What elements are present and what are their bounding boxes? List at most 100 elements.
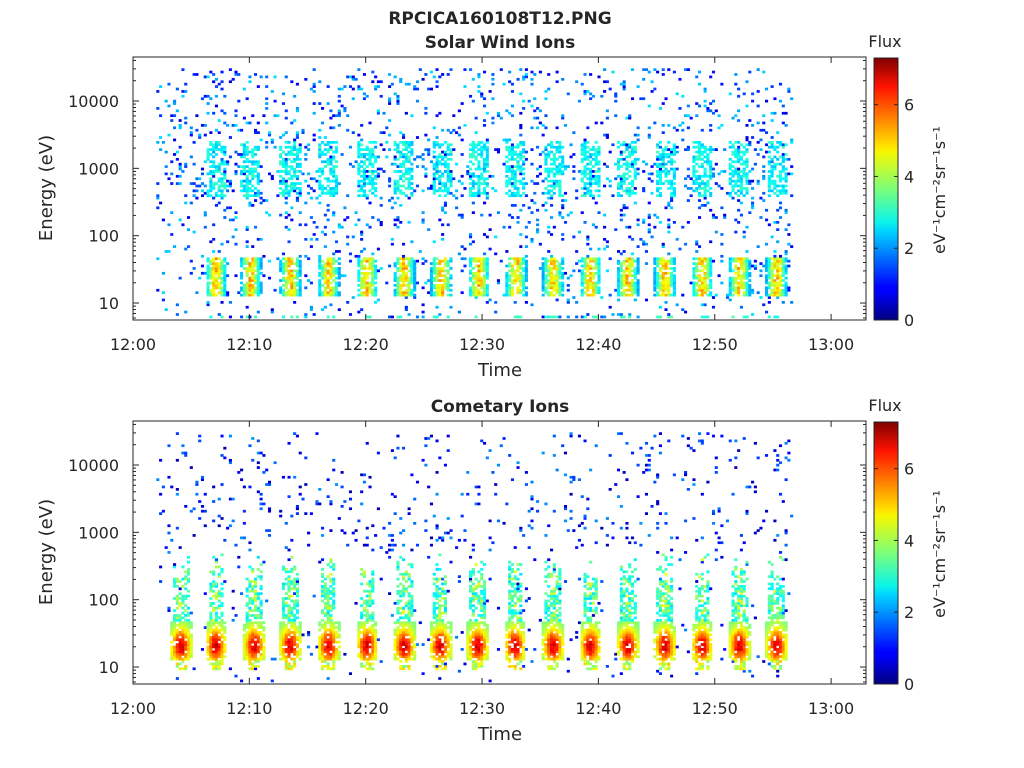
heatmap-cell	[619, 267, 623, 270]
heatmap-cell	[321, 276, 325, 280]
heatmap-cell	[413, 87, 417, 91]
heatmap-cell	[220, 109, 224, 113]
heatmap-cell	[485, 191, 489, 195]
heatmap-cell	[295, 259, 299, 263]
heatmap-cell	[251, 291, 255, 295]
heatmap-cell	[628, 315, 632, 319]
heatmap-cell	[474, 259, 478, 263]
heatmap-cell	[376, 167, 380, 171]
heatmap-cell	[427, 291, 431, 295]
heatmap-cell	[295, 150, 299, 154]
heatmap-cell	[318, 286, 322, 290]
heatmap-cell	[326, 276, 330, 280]
heatmap-cell	[212, 519, 216, 523]
heatmap-cell	[728, 259, 732, 263]
heatmap-cell	[368, 225, 372, 229]
heatmap-cell	[770, 189, 774, 193]
heatmap-cell	[402, 269, 406, 273]
heatmap-cell	[307, 191, 311, 195]
heatmap-cell	[407, 182, 411, 185]
heatmap-cell	[711, 70, 716, 74]
heatmap-cell	[628, 114, 632, 118]
heatmap-cell	[619, 194, 623, 198]
heatmap-cell	[485, 140, 489, 144]
heatmap-cell	[739, 305, 743, 309]
heatmap-cell	[709, 286, 713, 290]
heatmap-cell	[703, 267, 707, 270]
heatmap-cell	[404, 305, 408, 309]
heatmap-cell	[778, 254, 783, 258]
heatmap-cell	[471, 172, 475, 176]
heatmap-cell	[206, 269, 210, 273]
heatmap-cell	[524, 150, 528, 154]
heatmap-cell	[368, 157, 372, 161]
heatmap-cell	[362, 194, 366, 198]
heatmap-cell	[499, 116, 503, 120]
heatmap-cell	[591, 145, 595, 149]
heatmap-cell	[295, 293, 299, 297]
heatmap-cell	[318, 143, 322, 147]
heatmap-cell	[334, 114, 339, 118]
heatmap-cell	[334, 250, 339, 253]
heatmap-cell	[566, 276, 570, 280]
heatmap-cell	[404, 274, 408, 278]
heatmap-cell	[449, 267, 453, 270]
heatmap-cell	[371, 191, 375, 195]
heatmap-cell	[594, 189, 598, 193]
heatmap-cell	[742, 92, 746, 96]
heatmap-cell	[709, 284, 713, 287]
heatmap-cell	[510, 288, 514, 292]
heatmap-cell	[399, 288, 403, 292]
heatmap-cell	[737, 257, 741, 261]
heatmap-cell	[519, 157, 523, 161]
heatmap-cell	[273, 288, 277, 292]
heatmap-cell	[175, 631, 179, 634]
heatmap-cell	[756, 153, 760, 156]
heatmap-cell	[251, 148, 255, 151]
heatmap-cell	[371, 179, 375, 183]
heatmap-cell	[245, 245, 249, 248]
heatmap-cell	[385, 126, 389, 130]
heatmap-cell	[605, 80, 609, 84]
heatmap-cell	[672, 143, 676, 147]
heatmap-cell	[399, 315, 403, 319]
heatmap-cell	[443, 269, 447, 273]
heatmap-cell	[332, 155, 336, 159]
heatmap-cell	[290, 271, 294, 275]
heatmap-cell	[508, 276, 512, 280]
heatmap-cell	[667, 276, 671, 280]
heatmap-cell	[765, 257, 769, 261]
heatmap-cell	[245, 182, 249, 185]
heatmap-cell	[173, 114, 177, 118]
heatmap-cell	[658, 293, 662, 297]
heatmap-cell	[661, 281, 665, 285]
heatmap-cell	[605, 269, 609, 273]
heatmap-cell	[661, 271, 665, 275]
heatmap-cell	[541, 267, 545, 270]
heatmap-cell	[178, 631, 182, 634]
heatmap-cell	[778, 143, 783, 147]
heatmap-cell	[692, 160, 696, 164]
heatmap-cell	[393, 293, 397, 297]
heatmap-cell	[329, 167, 333, 171]
heatmap-cell	[245, 288, 249, 292]
heatmap-cell	[583, 143, 587, 147]
heatmap-cell	[435, 143, 439, 147]
heatmap-cell	[628, 170, 632, 173]
heatmap-cell	[524, 274, 528, 278]
heatmap-cell	[630, 286, 635, 290]
heatmap-cell	[767, 262, 771, 265]
heatmap-cell	[709, 102, 713, 105]
heatmap-cell	[318, 179, 322, 183]
heatmap-cell	[346, 301, 350, 304]
heatmap-cell	[362, 148, 366, 151]
heatmap-cell	[410, 170, 414, 173]
heatmap-cell	[334, 189, 339, 193]
heatmap-cell	[178, 597, 182, 600]
heatmap-cell	[284, 284, 288, 287]
heatmap-cell	[597, 286, 601, 290]
heatmap-cell	[469, 269, 473, 273]
heatmap-cell	[770, 85, 774, 88]
heatmap-cell	[619, 150, 623, 154]
heatmap-cell	[441, 259, 445, 263]
